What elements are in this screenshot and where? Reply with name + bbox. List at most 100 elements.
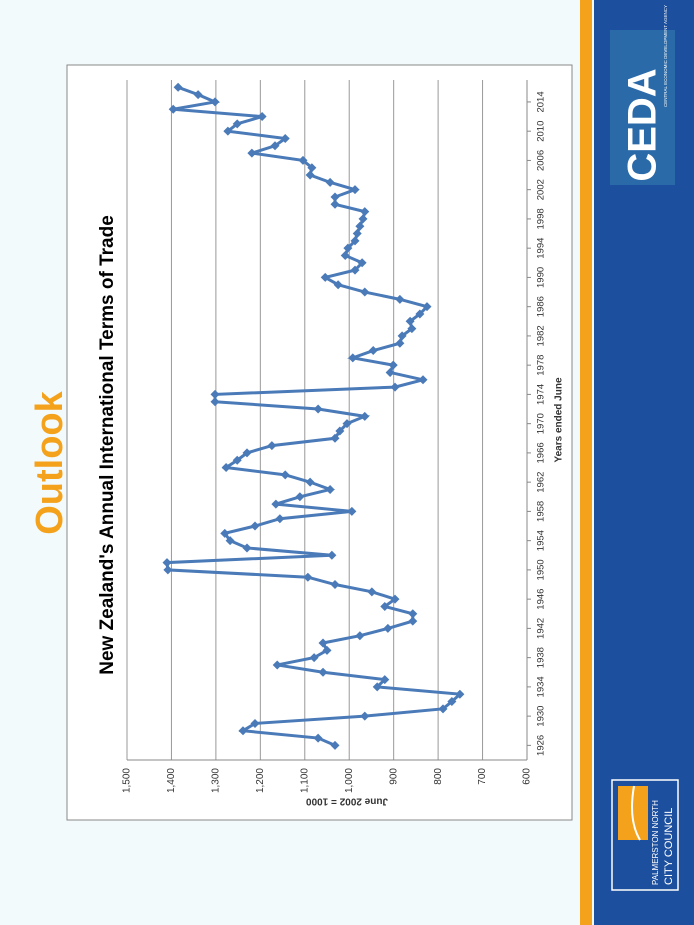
data-point xyxy=(275,514,285,524)
data-point xyxy=(327,550,337,560)
data-point xyxy=(210,397,220,407)
data-point xyxy=(360,411,370,421)
x-tick-label: 1958 xyxy=(536,501,547,522)
data-point xyxy=(330,199,340,209)
data-point xyxy=(358,214,368,224)
x-tick-label: 1986 xyxy=(536,296,547,317)
data-point xyxy=(422,302,432,312)
data-point xyxy=(447,697,457,707)
data-point xyxy=(355,221,365,231)
data-point xyxy=(330,192,340,202)
data-point xyxy=(385,367,395,377)
x-tick-label: 1926 xyxy=(536,735,547,756)
data-point xyxy=(210,97,220,107)
x-tick-label: 1950 xyxy=(536,559,547,580)
x-tick-label: 1954 xyxy=(536,530,547,551)
data-point xyxy=(330,740,340,750)
x-tick-label: 1994 xyxy=(536,238,547,259)
data-point xyxy=(325,177,335,187)
x-tick-label: 1938 xyxy=(536,647,547,668)
data-point xyxy=(280,470,290,480)
data-point xyxy=(407,324,417,334)
data-point xyxy=(348,353,358,363)
data-point xyxy=(270,141,280,151)
data-point xyxy=(350,265,360,275)
data-point xyxy=(232,455,242,465)
data-point xyxy=(405,316,415,326)
x-tick-label: 1978 xyxy=(536,355,547,376)
data-point xyxy=(232,119,242,129)
data-point xyxy=(340,250,350,260)
data-point xyxy=(408,616,418,626)
y-tick-label: 1,500 xyxy=(122,768,133,793)
data-point xyxy=(223,126,233,136)
data-point xyxy=(455,689,465,699)
data-point xyxy=(173,82,183,92)
data-point xyxy=(388,360,398,370)
x-tick-label: 1966 xyxy=(536,442,547,463)
data-point xyxy=(415,309,425,319)
data-point xyxy=(225,536,235,546)
data-point xyxy=(318,667,328,677)
x-tick-label: 2010 xyxy=(536,121,547,142)
data-point xyxy=(242,448,252,458)
data-point xyxy=(352,229,362,239)
data-point xyxy=(250,521,260,531)
data-point xyxy=(357,258,367,268)
data-point xyxy=(390,594,400,604)
data-point xyxy=(272,660,282,670)
data-point xyxy=(162,558,172,568)
data-point xyxy=(360,711,370,721)
y-tick-label: 1,400 xyxy=(166,768,177,793)
data-point xyxy=(390,382,400,392)
data-point xyxy=(168,104,178,114)
data-point xyxy=(309,653,319,663)
x-tick-label: 1990 xyxy=(536,267,547,288)
data-point xyxy=(360,287,370,297)
data-point xyxy=(397,331,407,341)
y-tick-label: 1,000 xyxy=(344,768,355,793)
data-point xyxy=(350,236,360,246)
data-point xyxy=(280,133,290,143)
x-tick-label: 1974 xyxy=(536,384,547,405)
data-point xyxy=(408,609,418,619)
y-tick-label: 1,200 xyxy=(255,768,266,793)
data-point xyxy=(313,404,323,414)
x-tick-label: 1946 xyxy=(536,589,547,610)
council-logo-line2: CITY COUNCIL xyxy=(663,808,675,885)
x-tick-label: 1934 xyxy=(536,676,547,697)
data-point xyxy=(380,601,390,611)
data-point xyxy=(313,733,323,743)
y-tick-label: 1,100 xyxy=(299,768,310,793)
chart-box xyxy=(66,64,573,821)
data-point xyxy=(305,170,315,180)
x-tick-label: 1982 xyxy=(536,325,547,346)
data-point xyxy=(335,426,345,436)
ceda-logo-box xyxy=(610,30,675,185)
data-point xyxy=(322,645,332,655)
data-point xyxy=(210,389,220,399)
data-point xyxy=(221,463,231,473)
data-point xyxy=(238,726,248,736)
data-point xyxy=(343,243,353,253)
data-point xyxy=(257,112,267,122)
data-point xyxy=(298,155,308,165)
data-point xyxy=(307,163,317,173)
x-tick-label: 1930 xyxy=(536,706,547,727)
data-point xyxy=(220,528,230,538)
data-point xyxy=(395,338,405,348)
data-point xyxy=(267,441,277,451)
x-tick-label: 2006 xyxy=(536,150,547,171)
data-point xyxy=(247,148,257,158)
y-tick-label: 1,300 xyxy=(211,768,222,793)
data-point xyxy=(303,572,313,582)
ceda-logo-text: CEDA xyxy=(621,68,665,181)
orange-stripe xyxy=(580,0,592,925)
x-tick-label: 1942 xyxy=(536,618,547,639)
data-point xyxy=(380,675,390,685)
x-axis-title: Years ended June xyxy=(554,377,565,462)
data-point xyxy=(325,484,335,494)
ceda-logo: CEDA CENTRAL ECONOMIC DEVELOPMENT AGENCY xyxy=(610,5,675,185)
data-point xyxy=(347,506,357,516)
